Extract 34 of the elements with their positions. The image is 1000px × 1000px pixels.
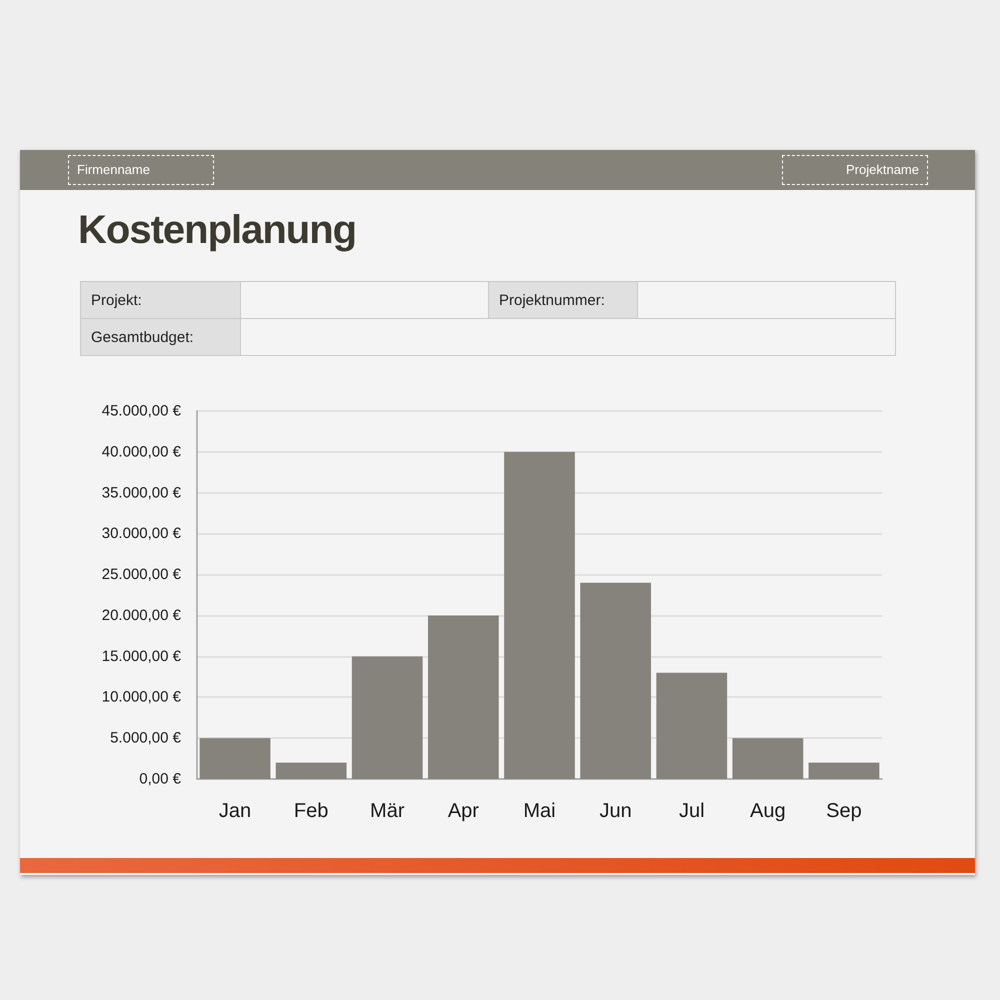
bar [504,452,575,779]
x-tick-label: Jul [678,800,705,822]
bar [580,582,652,779]
y-tick-label: 45.000,00 € [102,402,182,420]
x-tick-label: Sep [826,800,862,822]
bar [808,762,880,779]
x-tick-label: Mai [523,800,556,822]
x-tick-label: Jun [599,800,632,822]
y-tick-label: 35.000,00 € [102,484,182,502]
text: Gesamtbudget: [80,318,240,356]
text: Projektnummer: [488,282,638,318]
x-tick-label: Mär [370,800,405,822]
x-tick-label: Jan [218,800,252,822]
bar [200,738,270,779]
x-tick-label: Feb [294,800,328,822]
y-tick-label: 15.000,00 € [102,648,182,665]
chart-title: Kostenplanung [78,208,356,253]
bar [352,656,423,779]
y-tick-label: 25.000,00 € [102,566,182,584]
y-tick-label: 30.000,00 € [102,525,182,542]
y-tick-label: 0,00 € [139,770,182,788]
x-tick-label: Aug [750,800,786,822]
bar [656,672,728,779]
text-field: Projektname [782,155,928,185]
bar [428,615,499,779]
y-tick-label: 5.000,00 € [110,730,182,747]
bar [276,762,347,779]
text: Projekt: [80,282,240,318]
y-tick-label: 10.000,00 € [102,688,182,706]
x-tick-label: Apr [448,800,480,822]
bar [732,738,804,779]
y-tick-label: 40.000,00 € [102,443,182,460]
y-tick-label: 20.000,00 € [102,606,182,624]
text-field: Firmenname [68,155,214,185]
